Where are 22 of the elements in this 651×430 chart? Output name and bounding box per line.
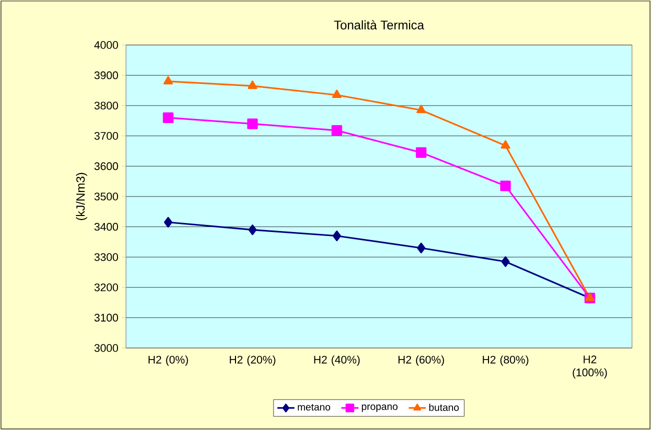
chart-title: Tonalità Termica [334, 20, 424, 30]
x-tick-label: H2 (100%) [572, 356, 607, 378]
y-tick-label: 3200 [94, 284, 118, 292]
y-tick-label: 3800 [94, 102, 118, 110]
legend-label: butano [429, 404, 459, 411]
x-tick-label: H2 (40%) [314, 356, 360, 366]
y-axis-title: (kJ/Nm3) [76, 172, 88, 220]
x-tick-label: H2 (20%) [230, 356, 276, 366]
y-tick-label: 3300 [94, 253, 118, 261]
y-tick-label: 3700 [94, 132, 118, 140]
y-tick-label: 4000 [94, 41, 118, 49]
legend-label: propano [362, 404, 398, 412]
y-tick-label: 3400 [94, 222, 118, 231]
y-tick-label: 3600 [94, 162, 118, 170]
y-tick-label: 3000 [94, 344, 118, 352]
x-tick-label: H2 (0%) [148, 356, 188, 366]
legend-label: metano [298, 404, 330, 411]
y-tick-label: 3100 [94, 314, 118, 322]
x-tick-label: H2 (60%) [398, 356, 444, 366]
x-tick-label: H2 (80%) [482, 356, 528, 366]
y-tick-label: 3500 [94, 192, 118, 200]
y-tick-label: 3900 [94, 71, 118, 80]
